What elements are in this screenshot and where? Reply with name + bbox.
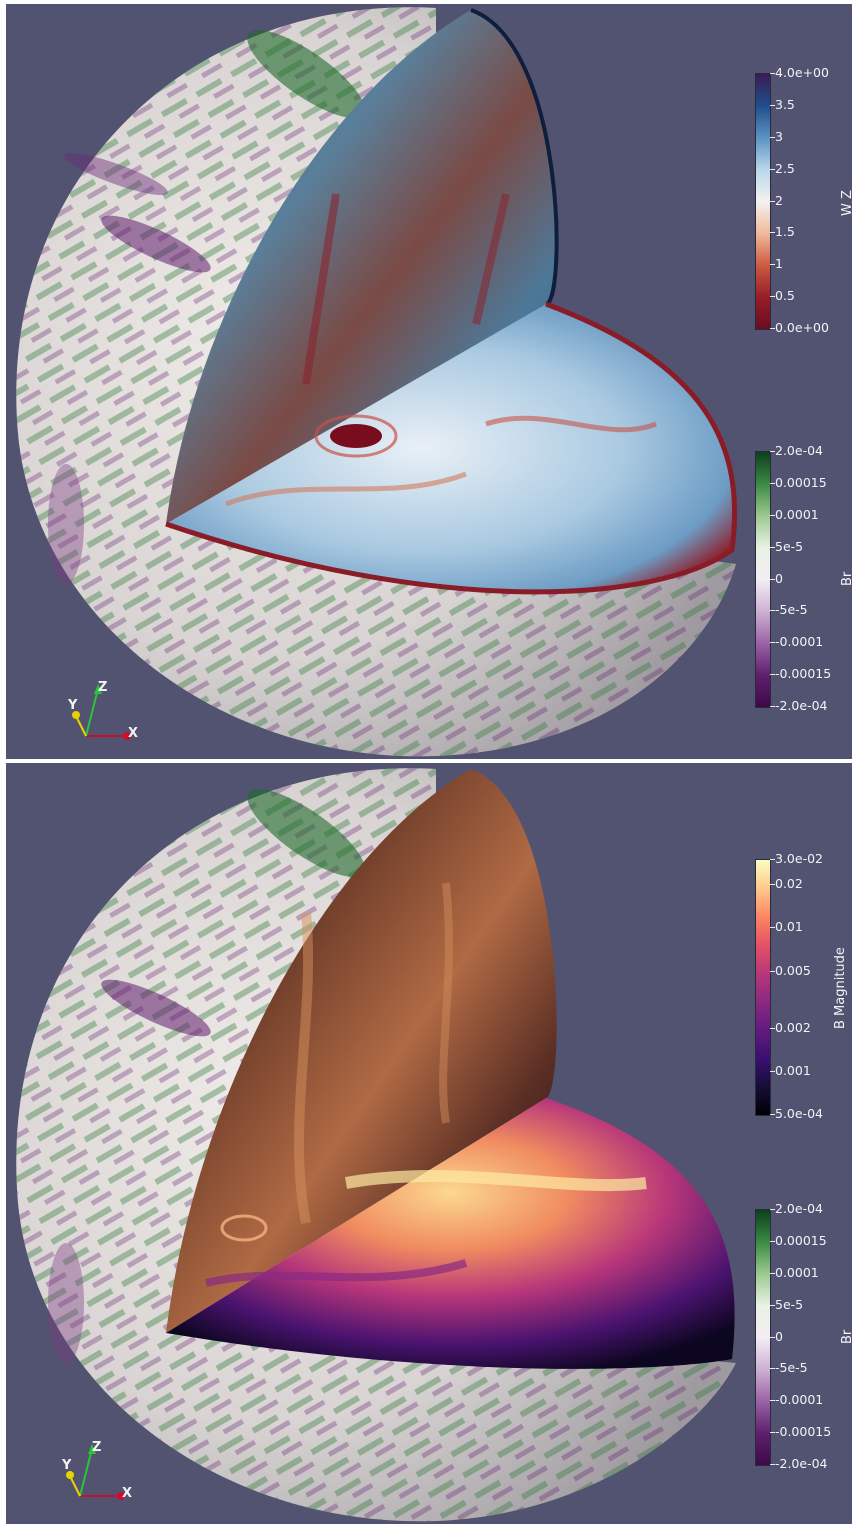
horizontal-slice bbox=[166, 1098, 735, 1369]
colorbar-tick-label: -0.0001 bbox=[775, 634, 824, 650]
colorbar-tick bbox=[770, 1336, 775, 1338]
colorbar-tick-label: 3 bbox=[775, 128, 783, 144]
colorbar-tick bbox=[770, 451, 775, 452]
colorbar-tick-label: 5e-5 bbox=[775, 1296, 804, 1312]
colorbar-tick bbox=[770, 1432, 775, 1434]
colorbar-tick bbox=[770, 1240, 775, 1242]
axis-x-label: X bbox=[122, 1486, 133, 1501]
colorbar-tick bbox=[770, 514, 775, 516]
colorbar-tick bbox=[770, 1368, 775, 1370]
colorbar-tick bbox=[770, 1464, 775, 1465]
colorbar-tick-label: 3.5 bbox=[775, 96, 795, 112]
axis-z-label: Z bbox=[98, 680, 108, 695]
colorbar-br bbox=[755, 1209, 771, 1466]
axes-triad bbox=[72, 684, 131, 740]
colorbar-tick-label: 0.00015 bbox=[775, 474, 827, 490]
colorbar-tick-label: -0.00015 bbox=[775, 666, 832, 682]
top-render-panel[interactable]: X Y Z 4.0e+003.532.521.510.50.0e+00 W Z … bbox=[6, 4, 852, 759]
colorbar-wz bbox=[755, 73, 771, 330]
colorbar-tick-label: 5e-5 bbox=[775, 538, 804, 554]
colorbar-tick-label: 0.002 bbox=[775, 1019, 811, 1035]
colorbar-tick-label: -0.00015 bbox=[775, 1424, 832, 1440]
colorbar-bmag bbox=[755, 859, 771, 1116]
axis-z-label: Z bbox=[92, 1440, 102, 1455]
top-sphere-scene[interactable] bbox=[6, 4, 852, 759]
colorbar-tick-label: 3.0e-02 bbox=[775, 851, 823, 866]
colorbar-tick-label: 2.0e-04 bbox=[775, 443, 823, 458]
axis-y-label: Y bbox=[62, 1458, 72, 1473]
vertical-slice bbox=[166, 10, 557, 524]
colorbar-tick bbox=[770, 136, 775, 138]
colorbar-wz-title: W Z bbox=[840, 190, 852, 216]
horizontal-slice bbox=[166, 304, 735, 592]
colorbar-bmag-title: B Magnitude bbox=[833, 947, 848, 1029]
colorbar-tick-label: 0 bbox=[775, 570, 783, 586]
colorbar-tick bbox=[770, 328, 775, 329]
colorbar-tick-label: 2.0e-04 bbox=[775, 1201, 823, 1216]
colorbar-tick-label: 1.5 bbox=[775, 224, 795, 240]
colorbar-tick-label: 0.01 bbox=[775, 919, 803, 935]
colorbar-tick bbox=[770, 859, 775, 860]
colorbar-tick bbox=[770, 970, 775, 972]
colorbar-tick-label: 2.5 bbox=[775, 160, 795, 176]
colorbar-tick-label: 0.5 bbox=[775, 288, 795, 304]
colorbar-tick-label: 0.00015 bbox=[775, 1232, 827, 1248]
colorbar-tick bbox=[770, 546, 775, 548]
colorbar-tick-label: -2.0e-04 bbox=[775, 698, 828, 713]
bottom-render-panel[interactable]: X Y Z 3.0e-02 0.02 0.01 0.005 0.002 0.001 5.0e… bbox=[6, 763, 852, 1524]
colorbar-tick bbox=[770, 232, 775, 234]
colorbar-tick-label: 2 bbox=[775, 192, 783, 208]
colorbar-tick-label: 0.0001 bbox=[775, 506, 819, 522]
colorbar-tick-label: 4.0e+00 bbox=[775, 65, 829, 80]
colorbar-tick bbox=[770, 1304, 775, 1306]
colorbar-tick bbox=[770, 1400, 775, 1402]
bottom-sphere-scene[interactable] bbox=[6, 763, 852, 1524]
colorbar-tick bbox=[770, 264, 775, 266]
colorbar-br bbox=[755, 451, 771, 708]
colorbar-tick bbox=[770, 104, 775, 106]
colorbar-tick-label: -5e-5 bbox=[775, 602, 808, 618]
colorbar-tick bbox=[770, 884, 775, 886]
colorbar-tick-label: 0.0001 bbox=[775, 1264, 819, 1280]
axis-y-label: Y bbox=[68, 698, 78, 713]
axes-triad bbox=[66, 1444, 125, 1500]
colorbar-tick-label: -2.0e-04 bbox=[775, 1456, 828, 1471]
colorbar-tick bbox=[770, 296, 775, 298]
colorbar-tick bbox=[770, 674, 775, 676]
colorbar-tick bbox=[770, 200, 775, 202]
colorbar-tick bbox=[770, 1114, 775, 1115]
vertical-slice bbox=[166, 769, 557, 1333]
colorbar-tick bbox=[770, 1070, 775, 1072]
colorbar-tick bbox=[770, 927, 775, 929]
colorbar-br-title: Br bbox=[840, 1329, 852, 1344]
colorbar-tick bbox=[770, 482, 775, 484]
colorbar-br-title: Br bbox=[840, 571, 852, 586]
colorbar-tick bbox=[770, 1272, 775, 1274]
colorbar-tick bbox=[770, 610, 775, 612]
colorbar-tick-label: -0.0001 bbox=[775, 1392, 824, 1408]
colorbar-tick-label: 0 bbox=[775, 1328, 783, 1344]
colorbar-tick-label: 0.001 bbox=[775, 1062, 811, 1078]
colorbar-tick bbox=[770, 642, 775, 644]
vortex-core bbox=[330, 424, 382, 448]
colorbar-tick bbox=[770, 1027, 775, 1029]
colorbar-tick-label: 0.0e+00 bbox=[775, 320, 829, 335]
colorbar-tick-label: 0.02 bbox=[775, 876, 803, 892]
colorbar-tick-label: -5e-5 bbox=[775, 1360, 808, 1376]
colorbar-tick bbox=[770, 706, 775, 707]
axis-x-label: X bbox=[128, 726, 139, 741]
colorbar-tick bbox=[770, 578, 775, 580]
colorbar-tick-label: 0.005 bbox=[775, 962, 811, 978]
colorbar-tick bbox=[770, 1209, 775, 1210]
colorbar-tick-label: 1 bbox=[775, 256, 783, 272]
colorbar-tick-label: 5.0e-04 bbox=[775, 1106, 823, 1121]
colorbar-tick bbox=[770, 73, 775, 74]
colorbar-tick bbox=[770, 168, 775, 170]
